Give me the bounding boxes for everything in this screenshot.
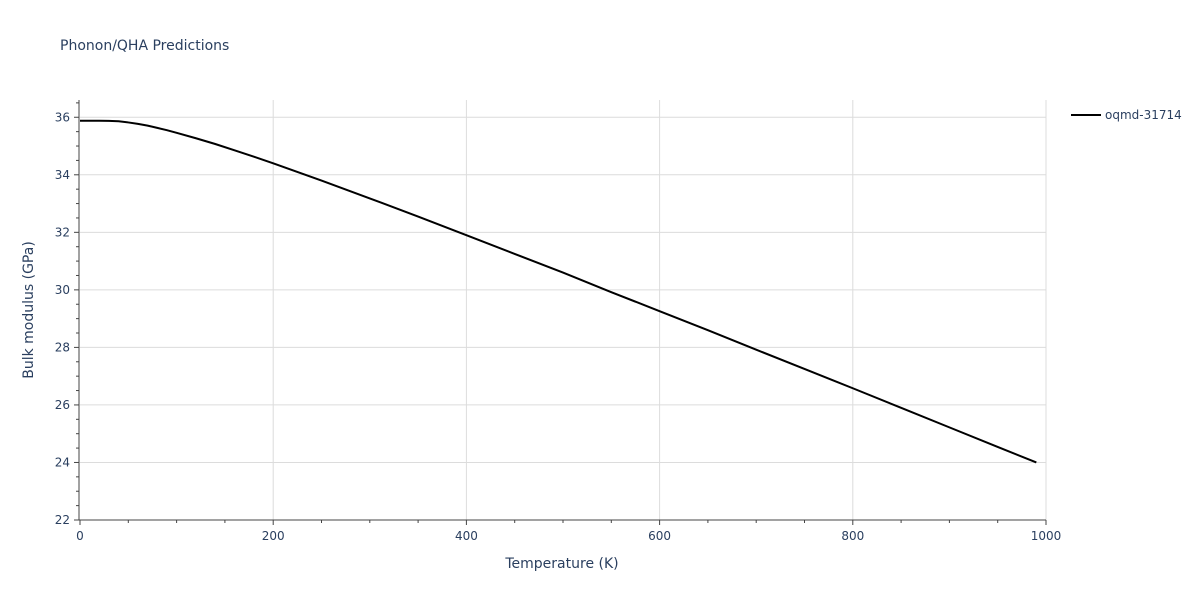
y-tick-label: 32 <box>55 225 70 239</box>
x-tick-label: 400 <box>455 529 478 543</box>
y-tick-label: 34 <box>55 168 70 182</box>
series-layer <box>80 119 1037 464</box>
series-line-oqmd-31714[interactable] <box>80 119 1037 464</box>
x-tick-label: 600 <box>648 529 671 543</box>
chart-title: Phonon/QHA Predictions <box>60 38 229 54</box>
legend-label: oqmd-31714 <box>1105 108 1182 122</box>
y-tick-label: 28 <box>55 340 70 354</box>
y-tick-label: 36 <box>55 110 70 124</box>
x-tick-label: 1000 <box>1031 529 1062 543</box>
legend[interactable]: oqmd-31714 <box>1071 108 1182 122</box>
x-tick-label: 800 <box>841 529 864 543</box>
y-tick-label: 24 <box>55 455 70 469</box>
y-tick-label: 26 <box>55 398 70 412</box>
axes: 0 200 400 600 800 1000 22 24 26 28 30 32 34 36 <box>55 100 1062 543</box>
grid <box>80 100 1047 520</box>
x-tick-label: 200 <box>262 529 285 543</box>
y-axis-title: Bulk modulus (GPa) <box>21 241 37 379</box>
y-tick-label: 22 <box>55 513 70 527</box>
y-tick-label: 30 <box>55 283 70 297</box>
x-axis-title: Temperature (K) <box>504 556 618 572</box>
x-tick-label: 0 <box>76 529 84 543</box>
